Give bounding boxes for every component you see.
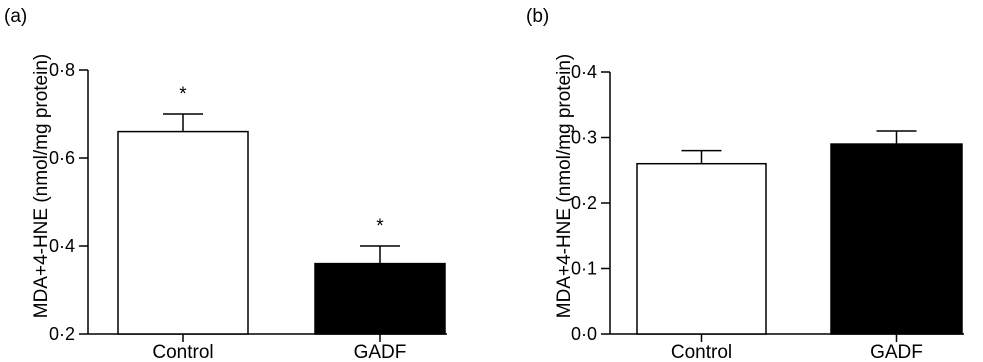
bar — [314, 262, 446, 335]
y-tick-label: 0·4 — [571, 62, 597, 82]
x-tick-label: GADF — [870, 342, 923, 362]
y-tick-label: 0·0 — [571, 324, 597, 344]
panel-b: (b) MDA+4-HNE (nmol/mg protein) 0·0 0·1 0·… — [526, 6, 964, 362]
x-tick-label: Control — [671, 342, 732, 362]
panel-b-ylabel: MDA+4-HNE (nmol/mg protein) — [554, 54, 575, 319]
panel-a: (a) MDA+4-HNE (nmol/mg protein) 0·2 0·4 0·… — [4, 6, 447, 362]
significance-marker: * — [376, 216, 384, 237]
panel-a-label: (a) — [4, 6, 27, 27]
panel-b-label: (b) — [526, 6, 549, 27]
y-tick-label: 0·2 — [571, 193, 597, 213]
x-tick-label: GADF — [354, 342, 407, 362]
x-tick-label: Control — [152, 342, 213, 362]
y-tick-label: 0·6 — [49, 148, 75, 168]
y-tick-label: 0·3 — [571, 128, 597, 148]
y-tick-label: 0·8 — [49, 60, 75, 80]
bar — [117, 130, 249, 335]
significance-marker: * — [179, 84, 187, 105]
bar — [830, 143, 963, 335]
y-tick-label: 0·4 — [49, 236, 75, 256]
bar — [636, 162, 767, 335]
panel-a-ylabel: MDA+4-HNE (nmol/mg protein) — [31, 54, 52, 319]
y-tick-label: 0·1 — [571, 259, 597, 279]
y-tick-label: 0·2 — [49, 324, 75, 344]
